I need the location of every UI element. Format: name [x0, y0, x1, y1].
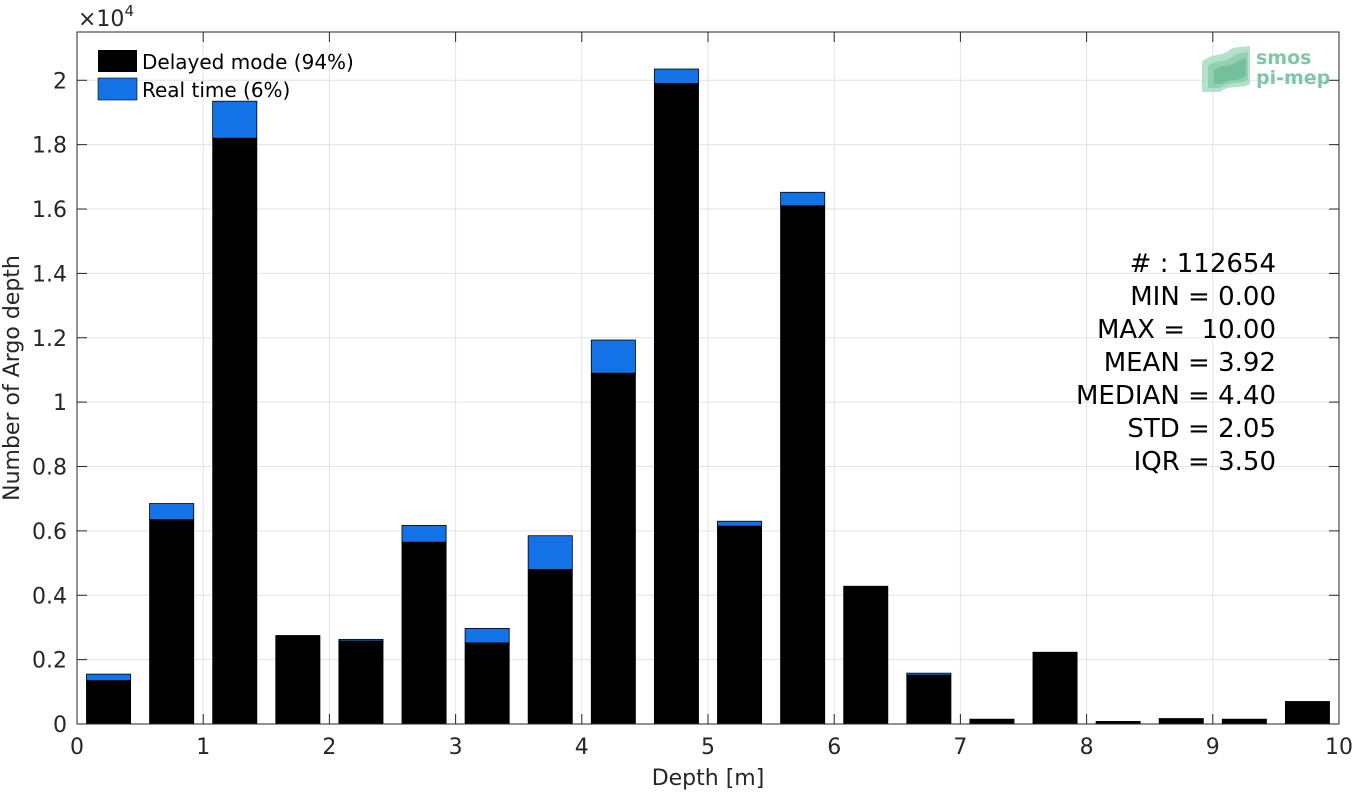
x-tick-label: 5: [701, 735, 715, 760]
y-tick-label: 0.6: [32, 520, 67, 545]
y-tick-labels: 0 0.2 0.4 0.6 0.8 1 1.2 1.4 1.6 1.8 2: [32, 69, 67, 738]
bar-delayed-mode: [906, 674, 952, 725]
bar-real-time: [86, 673, 132, 681]
y-tick-label: 1.8: [32, 134, 67, 159]
logo-wave-icon: [1202, 46, 1250, 92]
bar-delayed-mode: [149, 519, 195, 725]
y-axis-label: Number of Argo depth: [0, 255, 25, 501]
bar-delayed-mode: [780, 205, 826, 725]
bars: [86, 68, 1330, 725]
x-tick-label: 8: [1080, 735, 1094, 760]
smos-pimep-logo: smos pi-mep: [1202, 46, 1330, 92]
x-tick-label: 6: [827, 735, 841, 760]
bar-real-time: [212, 100, 258, 139]
stat-count: # : 112654: [1130, 249, 1276, 279]
y-tick-label: 1: [53, 391, 67, 416]
x-tick-label: 2: [322, 735, 336, 760]
bar-delayed-mode: [843, 585, 889, 725]
bar-delayed-mode: [717, 525, 763, 725]
bar-real-time: [653, 68, 699, 84]
x-tick-label: 0: [70, 735, 84, 760]
bar-delayed-mode: [275, 635, 321, 725]
bar-real-time: [464, 628, 510, 644]
y-tick-label: 0: [53, 713, 67, 738]
bar-real-time: [717, 520, 763, 527]
stat-median: MEDIAN = 4.40: [1076, 381, 1276, 411]
legend: Delayed mode (94%) Real time (6%): [97, 50, 354, 102]
x-tick-label: 3: [449, 735, 463, 760]
bar-delayed-mode: [1158, 718, 1204, 725]
y-tick-label: 0.4: [32, 584, 67, 609]
stat-min: MIN = 0.00: [1130, 282, 1276, 312]
y-tick-label: 1.6: [32, 198, 67, 223]
y-exponent-power: 4: [124, 2, 134, 20]
bar-delayed-mode: [338, 640, 384, 725]
x-tick-label: 1: [196, 735, 210, 760]
bar-real-time: [149, 503, 195, 521]
bar-real-time: [527, 535, 573, 570]
stat-mean: MEAN = 3.92: [1104, 348, 1276, 378]
y-exponent-base: ×10: [78, 7, 124, 32]
bar-delayed-mode: [590, 372, 636, 725]
bar-real-time: [590, 339, 636, 374]
bar-delayed-mode: [1032, 651, 1078, 725]
y-tick-label: 1.2: [32, 327, 67, 352]
x-tick-labels: 0 1 2 3 4 5 6 7 8 9 10: [70, 735, 1353, 760]
x-tick-label: 4: [575, 735, 589, 760]
ticks: [76, 32, 1340, 725]
x-axis-label: Depth [m]: [652, 766, 765, 791]
bar-delayed-mode: [401, 541, 447, 725]
y-exponent-label: ×104: [78, 2, 134, 32]
y-tick-label: 2: [53, 69, 67, 94]
legend-label-delayed: Delayed mode (94%): [142, 50, 354, 74]
y-tick-label: 0.8: [32, 456, 67, 481]
bar-delayed-mode: [969, 718, 1015, 725]
grid: [76, 32, 1340, 725]
stat-std: STD = 2.05: [1127, 414, 1276, 444]
bar-delayed-mode: [527, 569, 573, 725]
x-tick-label: 7: [953, 735, 967, 760]
bar-real-time: [338, 638, 384, 642]
bar-real-time: [401, 525, 447, 543]
bar-delayed-mode: [653, 83, 699, 725]
legend-swatch-realtime: [97, 77, 138, 101]
legend-swatch-delayed: [98, 50, 137, 72]
y-tick-label: 0.2: [32, 649, 67, 674]
bar-real-time: [906, 672, 952, 676]
bar-delayed-mode: [1221, 718, 1267, 725]
bar-delayed-mode: [464, 642, 510, 725]
stat-iqr: IQR = 3.50: [1134, 447, 1276, 477]
bar-delayed-mode: [212, 137, 258, 725]
bar-real-time: [780, 191, 826, 207]
logo-line-2: pi-mep: [1256, 67, 1330, 89]
bar-delayed-mode: [86, 680, 132, 725]
stats-block: # : 112654 MIN = 0.00 MAX = 10.00 MEAN =…: [1076, 249, 1276, 477]
bar-delayed-mode: [1284, 701, 1330, 725]
x-tick-label: 10: [1325, 735, 1353, 760]
y-tick-label: 1.4: [32, 262, 67, 287]
legend-label-realtime: Real time (6%): [142, 78, 290, 102]
x-tick-label: 9: [1206, 735, 1220, 760]
stat-max: MAX = 10.00: [1097, 315, 1276, 345]
logo-line-1: smos: [1256, 47, 1311, 69]
